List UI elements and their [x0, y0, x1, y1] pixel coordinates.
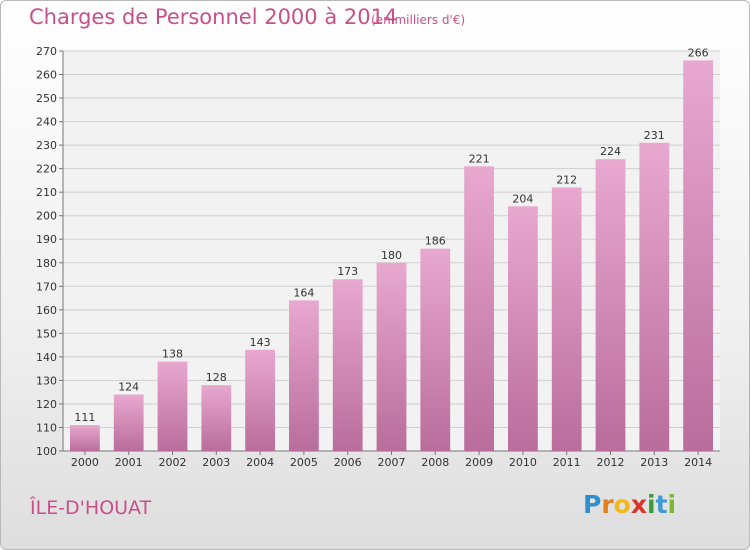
logo-letter: x: [630, 490, 647, 519]
chart-subtitle: (en milliers d'€): [371, 13, 466, 27]
bar-value-label: 111: [74, 411, 95, 424]
chart-title: Charges de Personnel 2000 à 2014: [29, 5, 398, 29]
bar-2009: [464, 166, 494, 451]
bar-2006: [332, 279, 363, 451]
bar-value-label: 231: [644, 129, 665, 142]
bar-2000: [70, 425, 100, 451]
x-tick-label: 2011: [553, 456, 581, 469]
y-tick-label: 250: [36, 92, 57, 105]
bar-value-label: 186: [425, 235, 446, 248]
y-tick-label: 240: [36, 116, 57, 129]
bar-value-label: 180: [381, 249, 402, 262]
x-tick-label: 2008: [421, 456, 449, 469]
x-tick-label: 2005: [290, 456, 318, 469]
bar-value-label: 212: [556, 173, 577, 186]
y-tick-label: 180: [36, 257, 57, 270]
y-tick-label: 140: [36, 351, 57, 364]
bar-2001: [113, 394, 144, 451]
bar-value-label: 266: [688, 46, 709, 59]
bar-value-label: 143: [250, 336, 271, 349]
bar-value-label: 221: [469, 152, 490, 165]
logo-letter: i: [667, 490, 677, 519]
y-tick-label: 120: [36, 398, 57, 411]
x-tick-label: 2014: [684, 456, 712, 469]
logo-letter: i: [647, 490, 656, 519]
y-tick-label: 100: [36, 445, 57, 458]
y-tick-label: 220: [36, 163, 57, 176]
bar-2010: [508, 206, 538, 451]
x-tick-label: 2001: [115, 456, 143, 469]
y-tick-label: 230: [36, 139, 57, 152]
x-tick-label: 2002: [159, 456, 187, 469]
bar-value-label: 128: [206, 371, 227, 384]
y-tick-label: 260: [36, 69, 57, 82]
bar-value-label: 124: [118, 381, 139, 394]
proxiti-logo: Proxiti: [583, 490, 676, 519]
logo-letter: P: [583, 490, 602, 519]
y-tick-label: 130: [36, 374, 57, 387]
x-tick-label: 2013: [640, 456, 668, 469]
bar-2013: [639, 142, 670, 451]
logo-letter: r: [601, 490, 614, 519]
y-tick-label: 170: [36, 280, 57, 293]
y-tick-label: 110: [36, 421, 57, 434]
bar-value-label: 138: [162, 348, 183, 361]
y-tick-label: 200: [36, 210, 57, 223]
x-tick-label: 2004: [246, 456, 274, 469]
y-tick-label: 160: [36, 304, 57, 317]
bar-value-label: 173: [337, 265, 358, 278]
x-tick-label: 2000: [71, 456, 99, 469]
bar-2014: [683, 60, 713, 451]
bar-value-label: 204: [512, 192, 533, 205]
bar-2003: [201, 385, 232, 451]
x-tick-label: 2010: [509, 456, 537, 469]
commune-name: ÎLE-D'HOUAT: [30, 497, 152, 519]
bar-value-label: 224: [600, 145, 621, 158]
logo-letter: o: [613, 490, 631, 519]
bar-2002: [157, 361, 188, 451]
bar-2004: [245, 349, 275, 451]
bar-value-label: 164: [293, 286, 314, 299]
bar-2011: [551, 187, 582, 451]
x-tick-label: 2003: [202, 456, 230, 469]
bar-2012: [595, 159, 626, 451]
bar-2005: [289, 300, 319, 451]
x-tick-label: 2012: [597, 456, 625, 469]
x-tick-label: 2009: [465, 456, 493, 469]
logo-letter: t: [655, 490, 668, 519]
y-tick-label: 270: [36, 45, 57, 58]
y-tick-label: 210: [36, 186, 57, 199]
bar-2007: [376, 262, 407, 451]
x-tick-label: 2007: [378, 456, 406, 469]
bar-2008: [420, 248, 451, 451]
y-tick-label: 150: [36, 327, 57, 340]
y-tick-label: 190: [36, 233, 57, 246]
x-tick-label: 2006: [334, 456, 362, 469]
